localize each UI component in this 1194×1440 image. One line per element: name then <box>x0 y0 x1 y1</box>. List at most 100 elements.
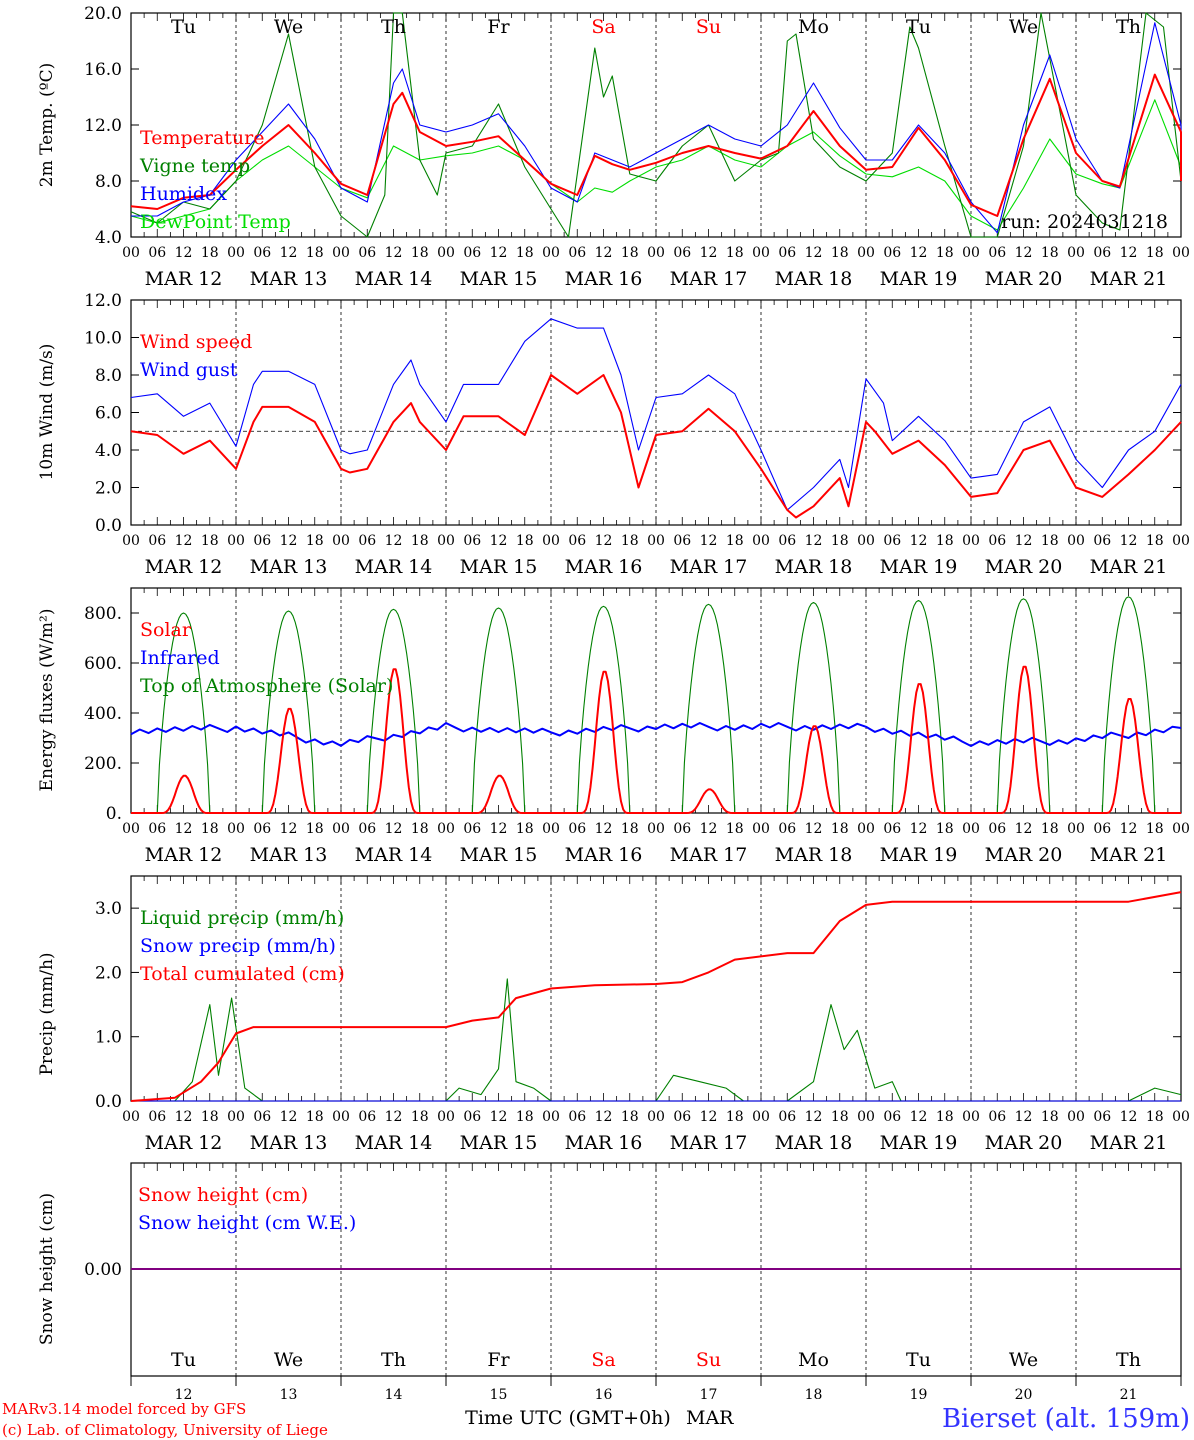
hour-tick-label: 12 <box>1120 245 1138 261</box>
hour-tick-label: 06 <box>253 533 271 549</box>
date-tick-label: MAR 18 <box>775 268 853 290</box>
date-tick-label: MAR 18 <box>775 556 853 578</box>
date-tick-label: MAR 19 <box>880 1132 958 1154</box>
date-tick-label: MAR 17 <box>670 1132 748 1154</box>
hour-tick-label: 00 <box>332 533 350 549</box>
panel-frame <box>130 587 1182 814</box>
hour-tick-label: 12 <box>385 245 403 261</box>
hour-tick-label: 00 <box>437 533 455 549</box>
weekday-label-top: We <box>1009 16 1038 38</box>
legend-entry: Wind speed <box>140 331 252 353</box>
hour-tick-label: 00 <box>332 821 350 837</box>
hour-tick-label: 00 <box>437 1109 455 1125</box>
y-tick-label: 400. <box>84 704 122 724</box>
hour-tick-label: 00 <box>857 1109 875 1125</box>
y-tick-label: 10.0 <box>84 329 122 349</box>
hour-tick-label: 00 <box>1067 533 1085 549</box>
series-line-infrared <box>130 722 1182 747</box>
hour-tick-label: 12 <box>700 821 718 837</box>
day-number-label: 20 <box>1015 1387 1033 1403</box>
hour-tick-label: 12 <box>175 821 193 837</box>
date-tick-label: MAR 20 <box>985 844 1063 866</box>
hour-tick-label: 18 <box>201 245 219 261</box>
hour-tick-label: 18 <box>516 1109 534 1125</box>
hour-tick-label: 18 <box>201 1109 219 1125</box>
series-line-green <box>130 12 1182 238</box>
hour-tick-label: 06 <box>673 533 691 549</box>
y-tick-label: 4.0 <box>95 228 122 248</box>
hour-tick-label: 18 <box>411 821 429 837</box>
hour-tick-label: 12 <box>805 1109 823 1125</box>
hour-tick-label: 12 <box>1120 1109 1138 1125</box>
hour-tick-label: 06 <box>568 821 586 837</box>
hour-tick-label: 06 <box>988 533 1006 549</box>
hour-tick-label: 06 <box>253 245 271 261</box>
credit-line-1: MARv3.14 model forced by GFS <box>2 1400 246 1418</box>
date-tick-label: MAR 20 <box>985 556 1063 578</box>
legend-entry: DewPoint Temp <box>140 211 291 233</box>
hour-tick-label: 00 <box>437 245 455 261</box>
y-tick-label: 2.0 <box>95 963 122 983</box>
hour-tick-label: 18 <box>936 245 954 261</box>
credit-line-2: (c) Lab. of Climatology, University of L… <box>2 1421 328 1439</box>
hour-tick-label: 06 <box>358 533 376 549</box>
hour-tick-label: 12 <box>175 245 193 261</box>
hour-tick-label: 00 <box>332 1109 350 1125</box>
hour-tick-label: 18 <box>831 821 849 837</box>
y-tick-label: 0.00 <box>84 1260 122 1280</box>
date-tick-label: MAR 21 <box>1090 844 1168 866</box>
legend-entry: Snow height (cm W.E.) <box>138 1212 356 1234</box>
hour-tick-label: 18 <box>201 821 219 837</box>
day-number-label: 17 <box>700 1387 718 1403</box>
series-layer <box>130 12 1182 1270</box>
hour-tick-label: 18 <box>516 245 534 261</box>
hour-tick-label: 12 <box>385 1109 403 1125</box>
hour-tick-label: 06 <box>988 245 1006 261</box>
hour-tick-label: 12 <box>385 821 403 837</box>
date-tick-label: MAR 15 <box>460 268 538 290</box>
date-tick-label: MAR 17 <box>670 268 748 290</box>
series-line-red <box>130 374 1182 519</box>
y-axis-label: 2m Temp. (ºC) <box>37 63 57 188</box>
date-tick-label: MAR 18 <box>775 844 853 866</box>
station-name: Bierset (alt. 159m) <box>942 1404 1190 1434</box>
date-tick-label: MAR 14 <box>355 844 433 866</box>
weekday-label-bottom: Tu <box>906 1349 931 1371</box>
hour-tick-label: 00 <box>857 245 875 261</box>
weekday-label-bottom: We <box>1009 1349 1038 1371</box>
hour-tick-label: 18 <box>621 245 639 261</box>
hour-tick-label: 06 <box>463 1109 481 1125</box>
hour-tick-label: 18 <box>411 245 429 261</box>
date-tick-label: MAR 16 <box>565 1132 643 1154</box>
date-tick-label: MAR 16 <box>565 268 643 290</box>
day-number-label: 18 <box>805 1387 823 1403</box>
legend-entry: Liquid precip (mm/h) <box>140 907 344 929</box>
y-tick-label: 3.0 <box>95 899 122 919</box>
hour-tick-label: 12 <box>910 533 928 549</box>
hour-tick-label: 00 <box>752 821 770 837</box>
hour-tick-label: 00 <box>542 533 560 549</box>
hour-tick-label: 00 <box>227 533 245 549</box>
date-tick-label: MAR 17 <box>670 556 748 578</box>
date-tick-label: MAR 20 <box>985 268 1063 290</box>
hour-tick-label: 06 <box>148 821 166 837</box>
hour-tick-label: 12 <box>910 1109 928 1125</box>
legend-entry: Solar <box>140 619 192 641</box>
date-tick-label: MAR 18 <box>775 1132 853 1154</box>
hour-tick-label: 06 <box>1093 1109 1111 1125</box>
date-tick-label: MAR 14 <box>355 268 433 290</box>
hour-tick-label: 00 <box>1172 533 1190 549</box>
hour-tick-label: 12 <box>280 245 298 261</box>
hour-tick-label: 00 <box>752 1109 770 1125</box>
hour-tick-label: 18 <box>1041 821 1059 837</box>
y-tick-label: 200. <box>84 754 122 774</box>
panel-frame <box>130 299 1182 526</box>
hour-tick-label: 06 <box>463 245 481 261</box>
hour-tick-label: 18 <box>936 821 954 837</box>
hour-tick-label: 06 <box>778 245 796 261</box>
legend-entry: Snow precip (mm/h) <box>140 935 336 957</box>
hour-tick-label: 12 <box>280 1109 298 1125</box>
y-axis-label: 10m Wind (m/s) <box>37 344 57 481</box>
y-tick-label: 20.0 <box>84 4 122 24</box>
hour-tick-label: 18 <box>936 1109 954 1125</box>
